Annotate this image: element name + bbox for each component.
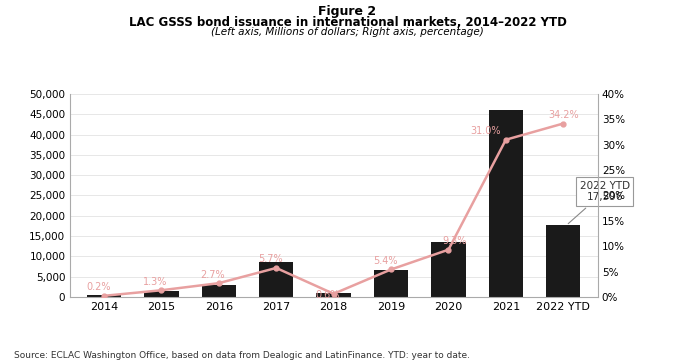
Bar <box>489 110 523 297</box>
Text: 1.3%: 1.3% <box>143 277 167 287</box>
Text: 2.7%: 2.7% <box>201 270 225 279</box>
Text: 5.4%: 5.4% <box>373 256 398 266</box>
Text: 31.0%: 31.0% <box>471 126 501 136</box>
Bar <box>87 295 121 297</box>
Bar <box>431 242 466 297</box>
Bar <box>374 270 408 297</box>
Text: LAC GSSS bond issuance in international markets, 2014–2022 YTD: LAC GSSS bond issuance in international … <box>129 16 566 29</box>
Bar <box>202 285 236 297</box>
Text: 5.7%: 5.7% <box>258 254 283 264</box>
Bar <box>316 293 351 297</box>
Text: Source: ECLAC Washington Office, based on data from Dealogic and LatinFinance. Y: Source: ECLAC Washington Office, based o… <box>14 351 470 360</box>
Bar <box>144 291 179 297</box>
Bar <box>546 226 580 297</box>
Text: 0.6%: 0.6% <box>316 290 340 300</box>
Text: 0.2%: 0.2% <box>86 282 111 292</box>
Text: (Left axis, Millions of dollars; Right axis, percentage): (Left axis, Millions of dollars; Right a… <box>211 27 484 37</box>
Text: 34.2%: 34.2% <box>548 110 578 120</box>
Text: 9.3%: 9.3% <box>442 236 466 246</box>
Text: 2022 YTD
17,596: 2022 YTD 17,596 <box>569 181 630 224</box>
Legend: LAC GSSS bond issuance US$ Million, Percentage of total international LAC bond i: LAC GSSS bond issuance US$ Million, Perc… <box>43 359 582 362</box>
Text: Figure 2: Figure 2 <box>318 5 377 18</box>
Bar <box>259 262 293 297</box>
